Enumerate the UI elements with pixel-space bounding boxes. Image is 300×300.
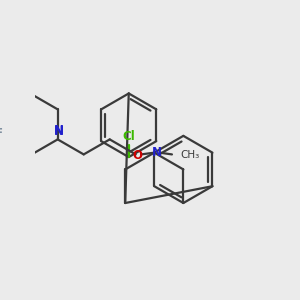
Text: N: N [54,124,64,138]
Text: CH₃: CH₃ [181,150,200,160]
Text: O: O [133,149,142,162]
Text: N: N [152,146,162,159]
Text: N: N [54,124,64,137]
Text: Cl: Cl [122,130,135,143]
Text: F: F [0,127,3,140]
